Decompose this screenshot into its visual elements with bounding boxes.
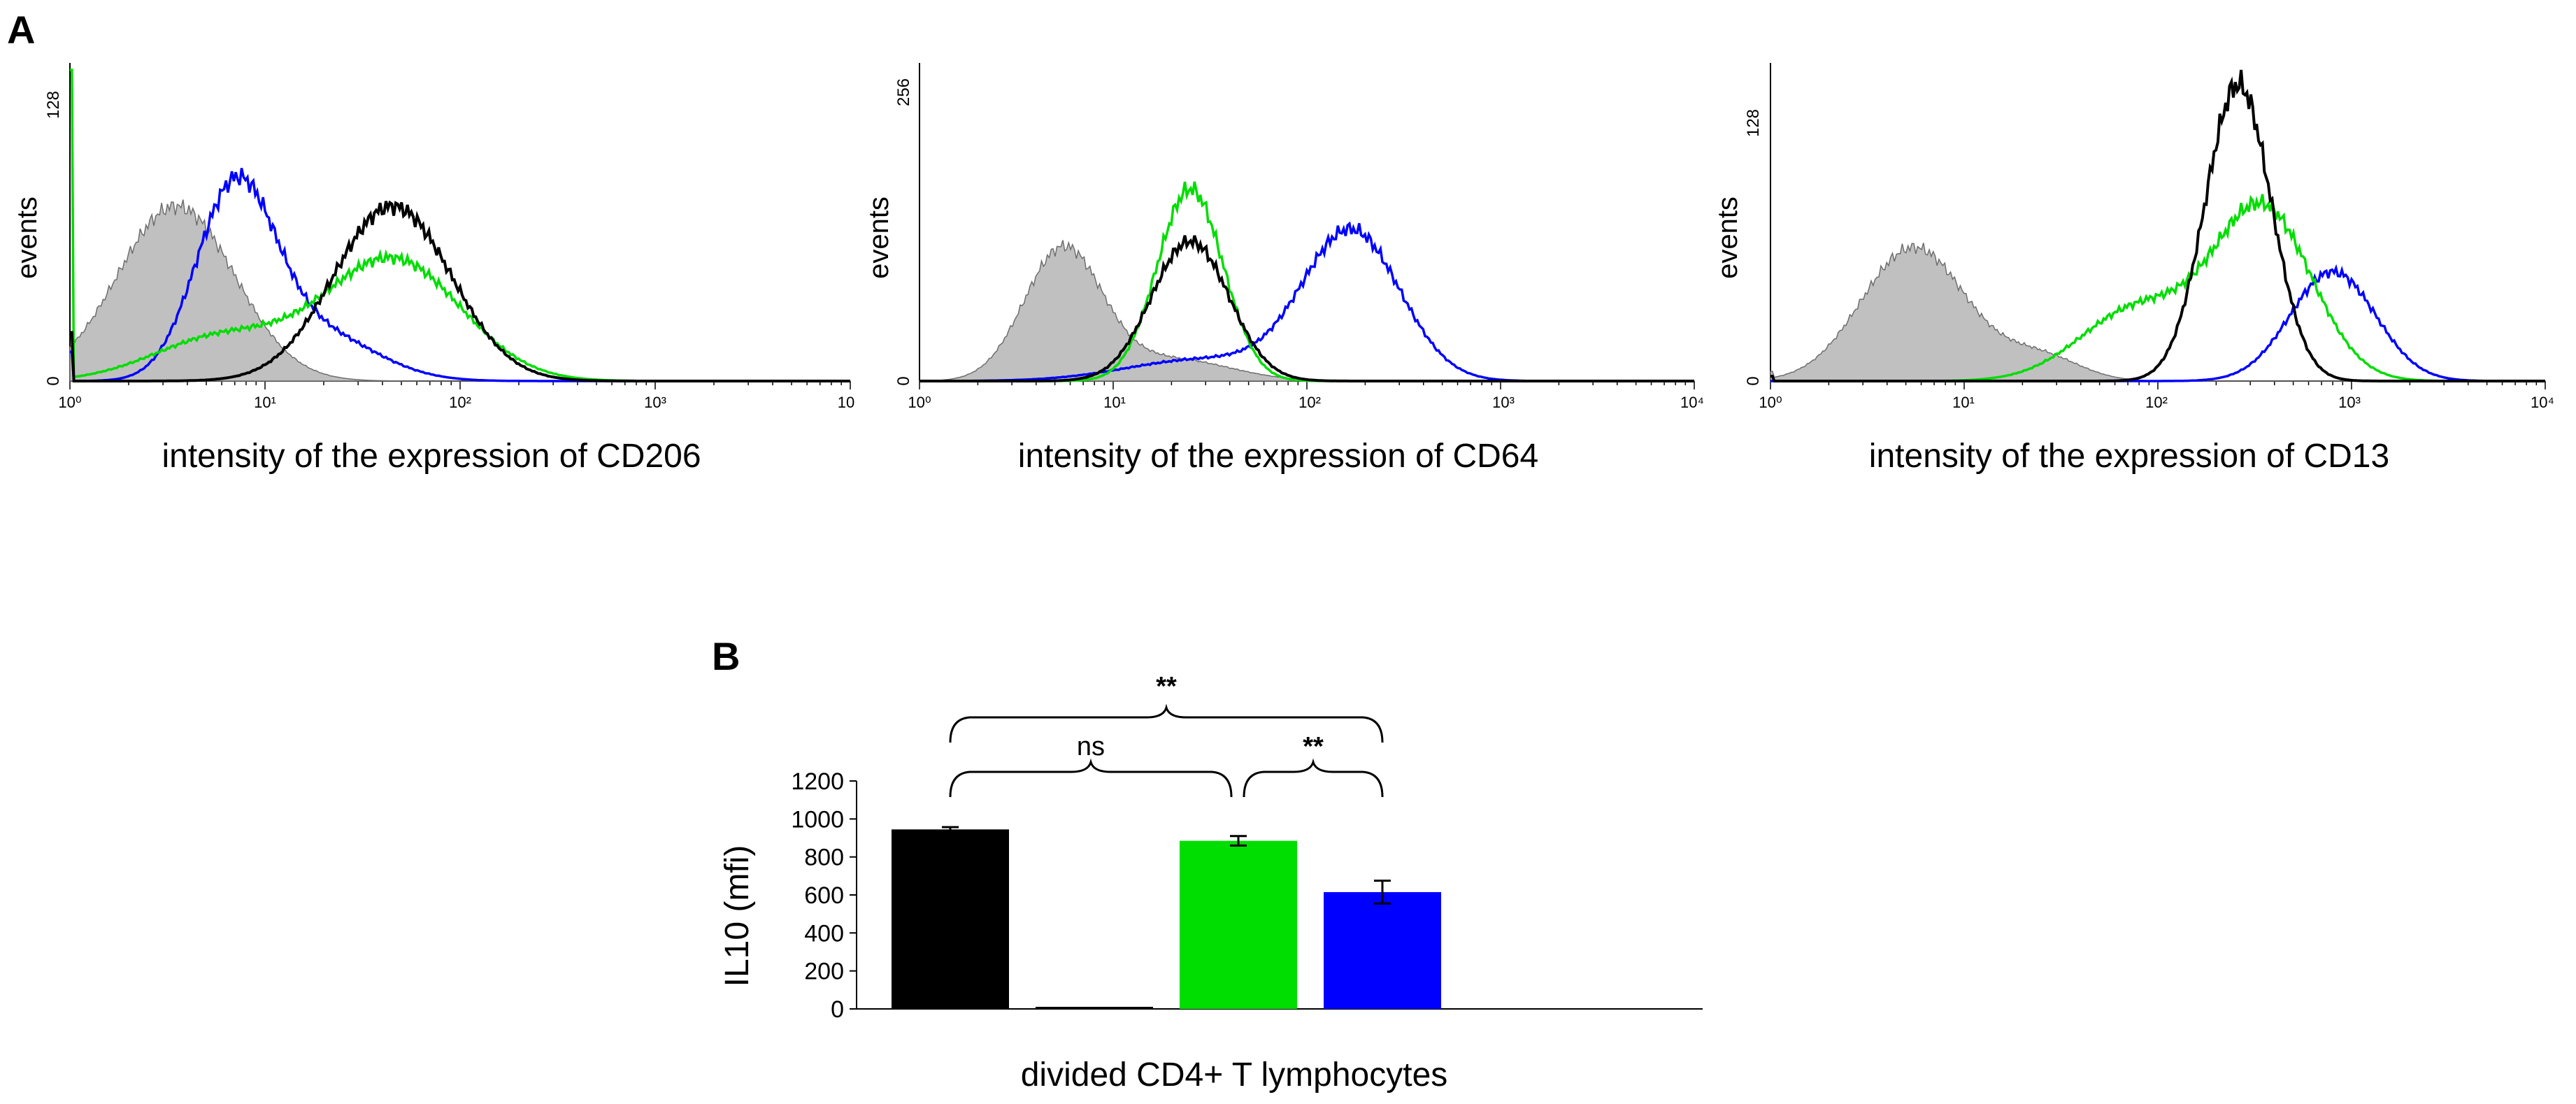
significance-label: ns — [1077, 732, 1105, 761]
bar-xlabel: divided CD4+ T lymphocytes — [1021, 1056, 1448, 1094]
histogram-cd206 — [69, 63, 851, 389]
hist-cd206-ytick-min: 0 — [44, 376, 63, 385]
hist-cd206-ylabel: events — [12, 196, 43, 279]
hist-cd13-xtick-0: 10⁰ — [1759, 394, 1782, 411]
hist-cd64-xtick-4: 10⁴ — [1680, 394, 1704, 411]
hist-cd206-xtick-4: 10 — [838, 394, 854, 411]
hist-cd206-xtick-2: 10² — [449, 394, 471, 411]
panel-label-a: A — [7, 8, 35, 52]
hist-cd64-xlabel: intensity of the expression of CD64 — [1018, 438, 1538, 475]
hist-cd64-xtick-0: 10⁰ — [908, 394, 931, 411]
bar-y-tick-label: 200 — [804, 959, 844, 985]
panel-label-b: B — [712, 634, 740, 678]
hist-cd206-xtick-1: 10¹ — [254, 394, 276, 411]
hist-cd13-ylabel: events — [1712, 196, 1743, 279]
hist-cd13-xtick-4: 10⁴ — [2531, 394, 2554, 411]
bar-y-tick-label: 800 — [804, 845, 844, 871]
histogram-cd64 — [919, 63, 1695, 389]
series-black — [920, 235, 1694, 382]
bar-y-tick-label: 1200 — [791, 768, 844, 795]
significance-bracket — [949, 758, 1233, 798]
bar-y-tick-label: 0 — [831, 996, 844, 1023]
hist-cd64-xtick-2: 10² — [1298, 394, 1321, 411]
hist-cd206-xtick-3: 10³ — [644, 394, 666, 411]
bar-green — [1180, 840, 1297, 1009]
series-black — [1770, 69, 2545, 382]
bar-black — [892, 829, 1009, 1009]
hist-cd206-ytick-max: 128 — [44, 91, 63, 119]
hist-cd64-xtick-3: 10³ — [1492, 394, 1515, 411]
significance-bracket — [949, 703, 1384, 743]
hist-cd64-ytick-max: 256 — [894, 78, 913, 106]
il10-bar-chart: 0 200 400 600 800 1000 1200 ns ** ** — [791, 672, 1703, 1023]
hist-cd13-ytick-min: 0 — [1744, 376, 1763, 385]
bar-ylabel: IL10 (mfi) — [719, 845, 756, 987]
hist-cd13-ytick-max: 128 — [1744, 109, 1763, 137]
hist-cd13-xtick-3: 10³ — [2338, 394, 2361, 411]
hist-cd13-xtick-2: 10² — [2145, 394, 2168, 411]
bar-blue — [1324, 891, 1441, 1009]
hist-cd64-ylabel: events — [864, 196, 894, 279]
hist-cd13-xtick-1: 10¹ — [1952, 394, 1975, 411]
hist-cd13-xlabel: intensity of the expression of CD13 — [1869, 438, 2389, 475]
bar-y-tick-label: 1000 — [791, 806, 844, 833]
significance-bracket — [1243, 758, 1384, 798]
histogram-cd13 — [1770, 63, 2546, 389]
series-isotype-control — [919, 240, 1694, 382]
series-isotype-control — [1770, 243, 2545, 382]
significance-label: ** — [1303, 732, 1324, 761]
hist-cd206-xlabel: intensity of the expression of CD206 — [162, 438, 701, 475]
hist-cd64-xtick-1: 10¹ — [1103, 394, 1126, 411]
series-black — [70, 200, 850, 382]
significance-label: ** — [1156, 672, 1177, 701]
bar-y-tick-label: 600 — [804, 882, 844, 909]
hist-cd206-xtick-0: 10⁰ — [58, 394, 81, 411]
bar-y-tick-label: 400 — [804, 920, 844, 947]
hist-cd64-ytick-min: 0 — [894, 376, 913, 385]
